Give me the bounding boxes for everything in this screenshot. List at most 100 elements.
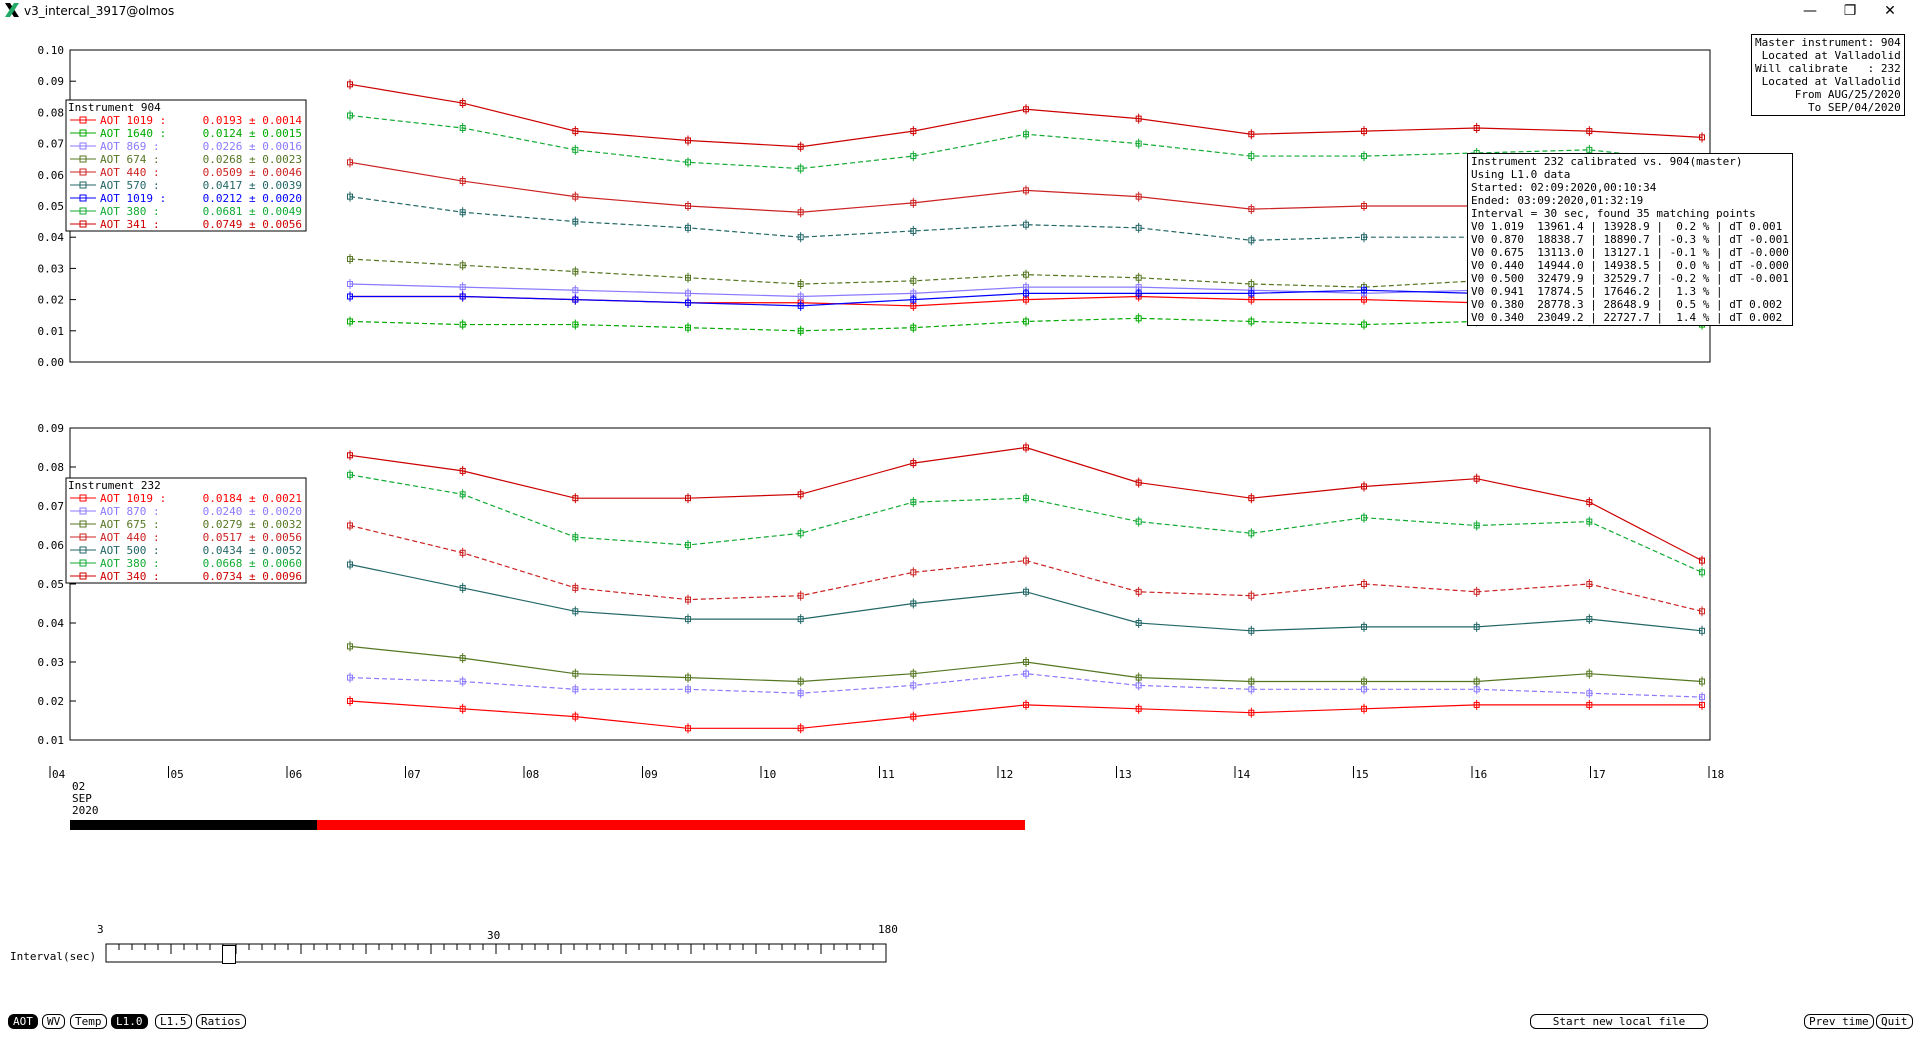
data-point	[1135, 274, 1142, 281]
temp-button[interactable]: Temp	[70, 1014, 107, 1029]
time-tick-label: 04	[52, 768, 66, 781]
data-point	[1023, 271, 1029, 278]
y-tick-label: 0.07	[38, 500, 65, 513]
legend-marker	[79, 168, 87, 176]
data-point	[347, 318, 353, 325]
data-point	[685, 203, 691, 209]
data-point	[797, 293, 804, 300]
y-tick-label: 0.08	[38, 106, 65, 119]
calib-box-line: V0 0.340 23049.2 | 22727.7 | 1.4 % | dT …	[1471, 311, 1783, 324]
master-box-line: Located at Valladolid	[1761, 49, 1901, 62]
data-point	[910, 713, 917, 720]
data-point	[910, 302, 917, 309]
data-point	[1023, 296, 1029, 303]
y-tick-label: 0.03	[38, 656, 65, 669]
slider-title-label: Interval(sec)	[10, 950, 97, 963]
y-tick-label: 0.10	[38, 44, 65, 57]
date-label: 2020	[72, 804, 99, 817]
legend-marker	[79, 533, 87, 541]
data-point	[347, 522, 353, 529]
x11-logo-icon	[5, 3, 19, 17]
data-point	[1248, 678, 1255, 685]
time-tick-label: 05	[171, 768, 184, 781]
data-point	[910, 277, 917, 284]
legend-marker	[79, 559, 87, 567]
data-point	[1023, 221, 1029, 228]
slider-min-label: 3	[97, 923, 104, 936]
legend-marker	[79, 572, 87, 580]
data-point	[572, 670, 579, 677]
time-tick-label: 15	[1356, 768, 1369, 781]
data-point	[1361, 321, 1367, 328]
y-tick-label: 0.07	[38, 138, 65, 151]
calib-box-line: V0 0.380 28778.3 | 28648.9 | 0.5 % | dT …	[1471, 298, 1783, 311]
master-instrument-box: Master instrument: 904 Located at Vallado…	[1751, 34, 1905, 116]
data-point	[1699, 569, 1705, 576]
data-point	[910, 499, 917, 506]
data-point	[1248, 627, 1255, 634]
maximize-button[interactable]: ❐	[1843, 3, 1857, 19]
data-point	[459, 100, 466, 107]
data-point	[572, 193, 579, 200]
data-point	[1135, 682, 1142, 689]
data-point	[685, 274, 691, 281]
data-point	[459, 293, 466, 300]
data-point	[1361, 678, 1367, 685]
y-tick-label: 0.00	[38, 356, 65, 369]
legend-entry-stat: 0.0417 ± 0.0039	[203, 179, 302, 192]
data-point	[910, 153, 917, 160]
calib-box-line: Using L1.0 data	[1471, 168, 1571, 181]
wv-button[interactable]: WV	[42, 1014, 66, 1029]
legend-entry-stat: 0.0268 ± 0.0023	[203, 153, 302, 166]
plot-frame	[69, 49, 1711, 363]
slider-mid-label: 30	[487, 929, 501, 942]
series-line	[349, 673, 1703, 698]
data-point	[459, 655, 466, 662]
legend-entry-stat: 0.0193 ± 0.0014	[203, 114, 303, 127]
legend-entry-name: AOT 341 :	[100, 218, 160, 231]
y-tick-label: 0.08	[38, 461, 65, 474]
data-point	[1023, 495, 1029, 502]
legend-entry-name: AOT 1640 :	[100, 127, 166, 140]
data-point	[1135, 674, 1142, 681]
ratios-button[interactable]: Ratios	[196, 1014, 246, 1029]
data-point	[459, 549, 466, 556]
data-point	[347, 281, 353, 287]
legend-entry-stat: 0.0681 ± 0.0049	[203, 205, 302, 218]
data-point	[685, 542, 691, 548]
y-tick-label: 0.09	[38, 422, 65, 435]
data-point	[347, 81, 353, 88]
y-tick-label: 0.03	[38, 262, 65, 275]
interval-slider-thumb[interactable]	[222, 945, 236, 964]
data-point	[1135, 315, 1142, 322]
data-point	[1135, 284, 1142, 291]
close-button[interactable]: ✕	[1884, 3, 1896, 19]
aot-button[interactable]: AOT	[8, 1014, 38, 1029]
data-point	[572, 713, 579, 720]
data-point	[347, 293, 353, 300]
data-point	[797, 592, 804, 599]
data-point	[1699, 557, 1705, 564]
time-tick-label: 18	[1711, 768, 1724, 781]
legend-entry-name: AOT 440 :	[100, 166, 160, 179]
data-point	[1023, 588, 1029, 595]
quit-button[interactable]: Quit	[1876, 1014, 1913, 1029]
legend-marker	[79, 546, 87, 554]
data-point	[797, 299, 804, 306]
data-point	[1586, 701, 1593, 708]
calib-box-line: Ended: 03:09:2020,01:32:19	[1471, 194, 1644, 207]
data-point	[1135, 290, 1142, 297]
data-point	[347, 643, 353, 650]
l15-button[interactable]: L1.5	[155, 1014, 192, 1029]
y-tick-label: 0.09	[38, 75, 65, 88]
legend-title: Instrument 904	[68, 101, 161, 114]
series-line	[349, 645, 1703, 683]
start-new-local-file-button[interactable]: Start new local file	[1530, 1014, 1708, 1029]
timeline-red-bar	[317, 820, 1025, 830]
prev-time-button[interactable]: Prev time	[1804, 1014, 1874, 1029]
l10-button[interactable]: L1.0	[111, 1014, 148, 1029]
data-point	[572, 268, 579, 275]
minimize-button[interactable]: —	[1803, 3, 1817, 19]
data-point	[685, 299, 691, 306]
